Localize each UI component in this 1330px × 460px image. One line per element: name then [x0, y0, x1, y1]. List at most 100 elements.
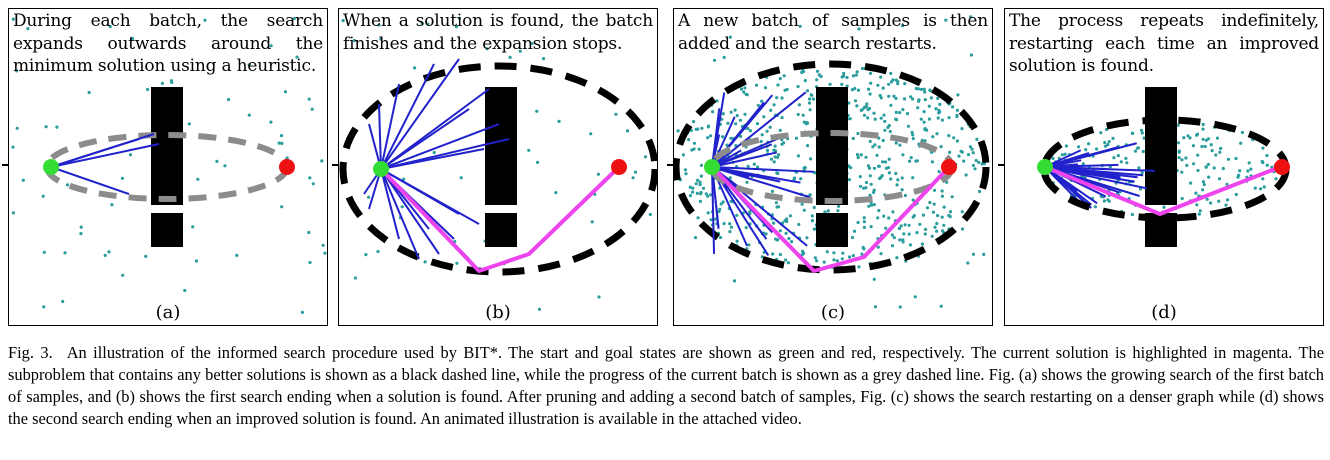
sample-point: [676, 129, 680, 133]
sample-point: [763, 86, 768, 90]
sample-point: [896, 178, 900, 182]
sample-point: [1201, 127, 1205, 131]
sample-point: [895, 256, 899, 260]
sample-point: [840, 82, 844, 86]
sample-point: [881, 86, 885, 90]
sample-point: [1184, 156, 1188, 160]
sample-point: [706, 211, 710, 215]
sample-point: [459, 176, 463, 180]
sample-point: [774, 201, 778, 205]
sample-point: [873, 143, 877, 147]
sample-point: [852, 229, 857, 233]
sample-point: [709, 218, 713, 222]
sample-point: [772, 103, 776, 107]
sample-point: [788, 214, 792, 218]
sample-point: [864, 180, 869, 185]
sample-point: [930, 160, 934, 164]
sample-point: [911, 133, 915, 137]
sample-point: [975, 137, 979, 141]
sample-point: [1111, 136, 1115, 140]
sample-point: [1200, 144, 1204, 149]
sample-point: [941, 229, 945, 233]
sample-point: [1180, 196, 1184, 201]
search-edge: [1044, 166, 1092, 209]
sample-point: [889, 71, 893, 75]
sample-point: [906, 124, 910, 128]
sample-point: [887, 216, 891, 220]
sample-point: [527, 148, 531, 152]
panel-c: A new batch of samples is then added and…: [673, 8, 993, 326]
sample-point: [800, 202, 804, 206]
axis-tick: [667, 164, 673, 166]
sample-point: [871, 145, 875, 149]
sample-point: [146, 87, 150, 92]
sample-point: [898, 111, 902, 115]
sample-point: [856, 220, 860, 225]
sample-point: [877, 208, 881, 213]
sample-point: [955, 108, 959, 112]
sample-point: [822, 260, 826, 264]
sample-point: [1064, 144, 1068, 148]
sample-point: [1140, 171, 1144, 175]
sample-point: [235, 253, 239, 257]
sample-point: [955, 113, 959, 118]
sample-point: [457, 16, 461, 20]
sample-point: [764, 232, 768, 236]
panel-c-text: A new batch of samples is then added and…: [678, 11, 988, 54]
search-edge: [380, 168, 460, 215]
sample-point: [706, 194, 710, 198]
sample-point: [868, 174, 872, 178]
sample-point: [832, 251, 836, 255]
sample-point: [729, 110, 733, 114]
sample-point: [802, 208, 806, 212]
sample-point: [160, 81, 164, 85]
sample-point: [919, 117, 923, 121]
sample-point: [765, 148, 770, 152]
sample-point: [900, 188, 904, 192]
sample-point: [1195, 132, 1200, 136]
search-edge: [50, 143, 160, 168]
sample-point: [732, 279, 737, 283]
sample-point: [614, 112, 618, 116]
sample-point: [867, 166, 872, 170]
sample-point: [862, 216, 866, 220]
sample-point: [889, 177, 893, 181]
sample-point: [970, 147, 974, 151]
panel-b-plot: [339, 16, 657, 311]
sample-point: [44, 125, 48, 129]
sample-point: [923, 90, 927, 94]
sample-point: [756, 103, 760, 107]
sample-point: [786, 261, 790, 265]
sample-point: [320, 159, 324, 163]
sample-point: [1204, 165, 1208, 169]
search-edge: [711, 135, 784, 168]
sample-point: [922, 120, 926, 124]
search-edge: [380, 138, 510, 170]
sample-point: [776, 83, 780, 87]
sample-point: [876, 83, 880, 87]
sample-point: [927, 117, 931, 121]
sample-point: [894, 78, 898, 82]
sample-point: [951, 105, 955, 109]
obstacle-upper: [485, 87, 517, 205]
sample-point: [694, 127, 698, 131]
sample-point: [432, 150, 436, 155]
sample-point: [780, 116, 784, 120]
sample-point: [977, 160, 981, 164]
sample-point: [799, 177, 803, 181]
sample-point: [55, 125, 59, 129]
sample-point: [1201, 122, 1205, 127]
sample-point: [735, 213, 739, 217]
sample-point: [922, 87, 926, 91]
sample-point: [968, 145, 972, 149]
sample-point: [144, 254, 148, 258]
sample-point: [308, 176, 312, 180]
sample-point: [884, 226, 888, 230]
sample-point: [21, 178, 25, 182]
sample-point: [894, 141, 898, 145]
sample-point: [898, 143, 902, 147]
sample-point: [806, 144, 810, 148]
sample-point: [745, 180, 749, 184]
sample-point: [877, 164, 881, 168]
sample-point: [728, 176, 732, 180]
